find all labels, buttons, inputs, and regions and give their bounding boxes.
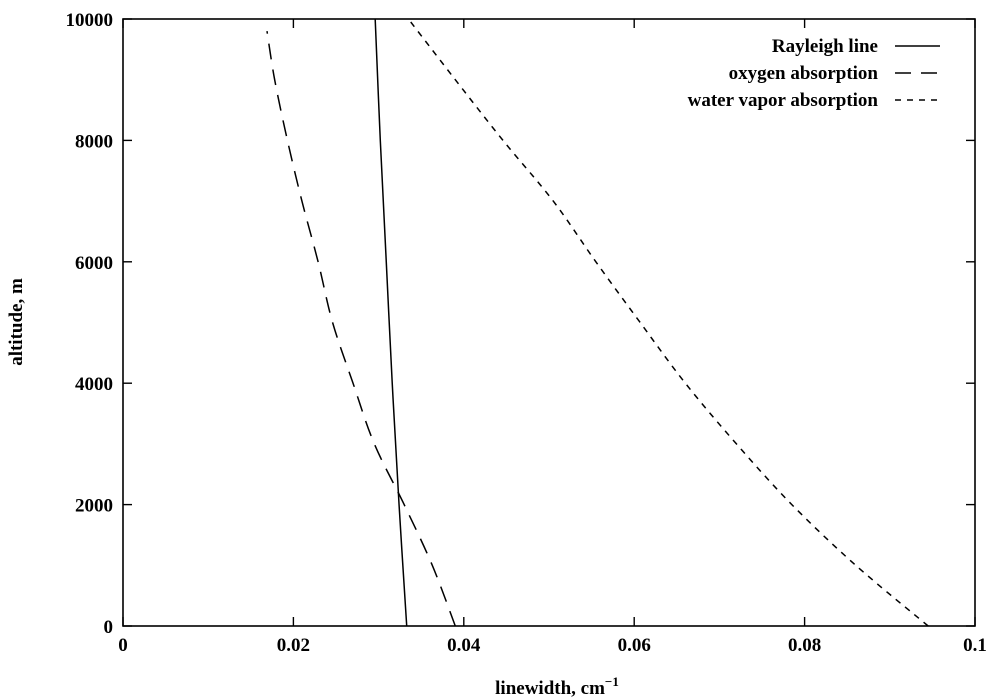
y-axis-label: altitude, m: [6, 278, 27, 366]
x-axis-label-text: linewidth, cm: [495, 678, 605, 699]
legend-entry-label: oxygen absorption: [729, 63, 879, 84]
y-tick-label: 0: [104, 617, 114, 638]
y-tick-label: 6000: [75, 253, 113, 274]
legend-entry-label: Rayleigh line: [772, 36, 878, 57]
y-tick-label: 10000: [66, 10, 114, 31]
legend: Rayleigh line oxygen absorption water vapo…: [688, 36, 940, 111]
x-axis-label: linewidth, cm−1: [495, 674, 619, 699]
x-axis-label-superscript: −1: [605, 674, 619, 689]
y-tick-label: 2000: [75, 496, 113, 517]
y-tick-label: 8000: [75, 131, 113, 152]
plot-frame: [122, 18, 976, 627]
y-tick-label: 4000: [75, 374, 113, 395]
x-tick-label: 0.06: [618, 635, 651, 656]
series-layer: [266, 18, 929, 627]
x-tick-label: 0.1: [963, 635, 987, 656]
series-line-water-vapor-absorption: [407, 18, 929, 627]
x-tick-label: 0.02: [277, 635, 310, 656]
x-tick-label: 0.04: [447, 635, 481, 656]
series-line-oxygen-absorption: [266, 31, 456, 627]
x-tick-label: 0.08: [788, 635, 821, 656]
legend-entry-label: water vapor absorption: [688, 90, 879, 111]
x-tick-label: 0: [118, 635, 128, 656]
series-line-rayleigh-line: [374, 18, 408, 627]
ticks-layer: 0 0.02 0.04 0.06 0.08 0.1 0 2000 4000 6000 8000 100…: [66, 10, 987, 656]
